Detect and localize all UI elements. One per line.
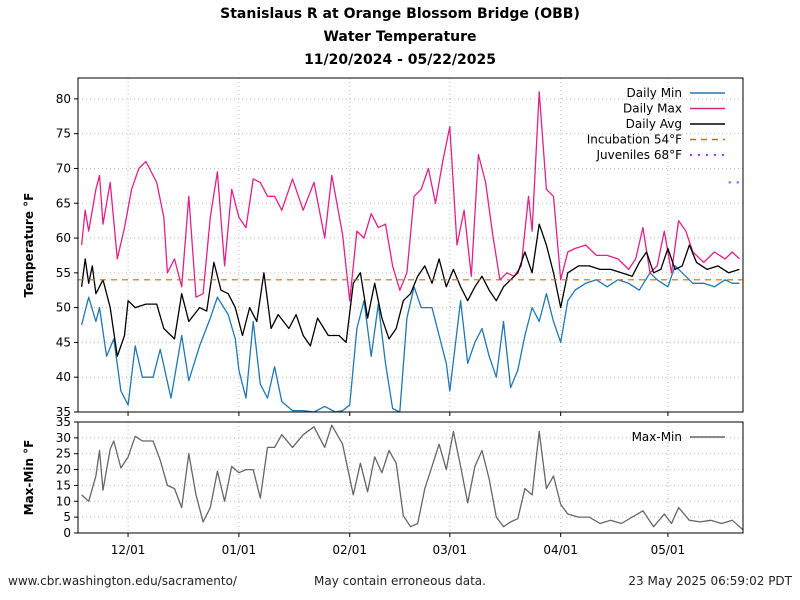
diff-ytick-label: 30 <box>56 431 71 445</box>
footer-disclaimer: May contain erroneous data. <box>314 574 486 588</box>
main-legend-label: Daily Avg <box>626 117 682 131</box>
diff-ytick-label: 35 <box>56 415 71 429</box>
diff-ytick-label: 10 <box>56 494 71 508</box>
main-frame <box>77 77 744 413</box>
diff-xtick-label: 05/01 <box>651 543 686 557</box>
diff-ytick-label: 15 <box>56 478 71 492</box>
main-ytick-label: 40 <box>56 370 71 384</box>
main-ytick-label: 35 <box>56 405 71 419</box>
diff-xtick-label: 04/01 <box>543 543 578 557</box>
main-ytick-label: 65 <box>56 196 71 210</box>
diff-ytick-label: 5 <box>63 510 71 524</box>
diff-ytick-label: 0 <box>63 526 71 540</box>
main-ytick-label: 75 <box>56 127 71 141</box>
diff-frame <box>77 421 744 534</box>
main-ytick-label: 45 <box>56 335 71 349</box>
chart-title-line-3: 11/20/2024 - 05/22/2025 <box>304 52 496 68</box>
main-series-daily-min <box>80 265 740 413</box>
main-ytick-label: 50 <box>56 301 71 315</box>
diff-xtick-label: 03/01 <box>433 543 468 557</box>
main-legend-label: Daily Min <box>627 86 682 100</box>
main-legend-label: Juveniles 68°F <box>595 148 682 162</box>
main-ytick-label: 60 <box>56 231 71 245</box>
main-legend-label: Daily Max <box>623 102 682 116</box>
diff-series-max-min <box>81 424 744 531</box>
main-ytick-label: 80 <box>56 92 71 106</box>
diff-xtick-label: 02/01 <box>332 543 367 557</box>
footer-url[interactable]: www.cbr.washington.edu/sacramento/ <box>8 574 237 588</box>
footer-timestamp: 23 May 2025 06:59:02 PDT <box>628 574 792 588</box>
main-ylabel: Temperature °F <box>22 193 36 298</box>
main-series-daily-max <box>80 91 740 302</box>
main-ytick-label: 55 <box>56 266 71 280</box>
diff-ytick-label: 20 <box>56 463 71 477</box>
chart-title-line-1: Stanislaus R at Orange Blossom Bridge (O… <box>220 6 580 22</box>
diff-legend-label: Max-Min <box>632 430 682 444</box>
chart-title-line-2: Water Temperature <box>323 29 477 45</box>
diff-ytick-label: 25 <box>56 447 71 461</box>
diff-xtick-label: 01/01 <box>222 543 257 557</box>
main-ytick-label: 70 <box>56 161 71 175</box>
main-series-daily-avg <box>80 223 740 357</box>
diff-ylabel: Max-Min °F <box>22 440 36 516</box>
main-legend-label: Incubation 54°F <box>587 133 682 147</box>
diff-xtick-label: 12/01 <box>111 543 146 557</box>
